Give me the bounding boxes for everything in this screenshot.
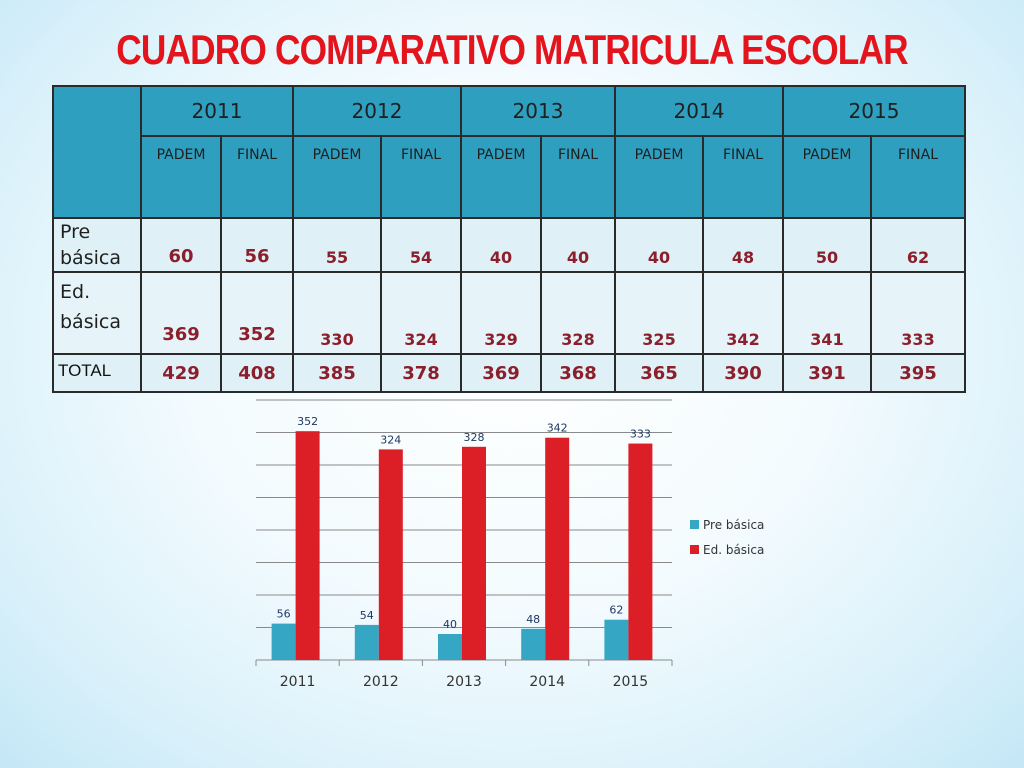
bar-ed-basica xyxy=(462,446,486,660)
row-label-line: Ed. xyxy=(60,281,91,303)
year-header: 2011 xyxy=(140,85,294,137)
enrollment-table: 2011 2012 2013 2014 2015 PADEM FINAL PAD… xyxy=(52,85,966,393)
subheader: FINAL xyxy=(540,135,616,219)
table-cell: 368 xyxy=(540,353,616,393)
row-label-line: básica xyxy=(60,311,121,333)
year-header: 2012 xyxy=(292,85,462,137)
legend-label: Ed. básica xyxy=(703,543,764,557)
table-cell: 378 xyxy=(380,353,462,393)
data-label: 352 xyxy=(297,415,318,428)
table-cell: 395 xyxy=(870,353,966,393)
table-cell: 325 xyxy=(614,271,704,355)
bar-pre-basica xyxy=(521,628,546,660)
row-label-line: básica xyxy=(60,247,121,269)
table-cell: 429 xyxy=(140,353,222,393)
bar-pre-basica xyxy=(438,634,462,660)
table-cell: 40 xyxy=(460,217,542,273)
data-label: 333 xyxy=(630,428,651,441)
data-label: 328 xyxy=(464,431,485,444)
table-cell: 324 xyxy=(380,271,462,355)
bar-pre-basica xyxy=(354,624,379,660)
row-label-total: TOTAL xyxy=(52,353,142,393)
row-label-line: Pre xyxy=(60,221,91,243)
table-cell: 365 xyxy=(614,353,704,393)
data-label: 324 xyxy=(380,433,401,446)
table-cell: 56 xyxy=(220,217,294,273)
legend-label: Pre básica xyxy=(703,518,764,532)
subheader: FINAL xyxy=(220,135,294,219)
table-cell: 342 xyxy=(702,271,784,355)
table-cell: 369 xyxy=(460,353,542,393)
year-header: 2013 xyxy=(460,85,616,137)
table-cell: 40 xyxy=(614,217,704,273)
x-tick-label: 2015 xyxy=(613,674,649,690)
table-cell: 341 xyxy=(782,271,872,355)
x-tick-label: 2012 xyxy=(363,674,399,690)
row-label-pre-basica: Pre básica xyxy=(52,217,142,273)
year-header: 2014 xyxy=(614,85,784,137)
table-cell: 390 xyxy=(702,353,784,393)
x-tick-label: 2014 xyxy=(529,674,565,690)
page-title: CUADRO COMPARATIVO MATRICULA ESCOLAR xyxy=(116,26,908,73)
table-cell: 40 xyxy=(540,217,616,273)
row-label-ed-basica: Ed. básica xyxy=(52,271,142,355)
x-tick-label: 2011 xyxy=(280,674,316,690)
data-label: 62 xyxy=(609,604,623,617)
table-cell: 48 xyxy=(702,217,784,273)
bar-pre-basica xyxy=(604,619,629,660)
bar-ed-basica xyxy=(545,437,570,660)
table-cell: 55 xyxy=(292,217,382,273)
bar-ed-basica xyxy=(295,431,320,660)
table-cell: 330 xyxy=(292,271,382,355)
subheader: PADEM xyxy=(460,135,542,219)
subheader: FINAL xyxy=(870,135,966,219)
legend-swatch xyxy=(690,520,699,529)
table-cell: 391 xyxy=(782,353,872,393)
x-tick-label: 2013 xyxy=(446,674,482,690)
bar-pre-basica xyxy=(271,623,296,660)
subheader: PADEM xyxy=(292,135,382,219)
table-corner xyxy=(52,85,142,219)
table-cell: 333 xyxy=(870,271,966,355)
subheader: FINAL xyxy=(380,135,462,219)
bar-ed-basica xyxy=(628,443,653,660)
table-cell: 385 xyxy=(292,353,382,393)
subheader: PADEM xyxy=(140,135,222,219)
data-label: 54 xyxy=(360,609,374,622)
data-label: 40 xyxy=(443,618,457,631)
subheader: PADEM xyxy=(614,135,704,219)
table-cell: 329 xyxy=(460,271,542,355)
table-cell: 408 xyxy=(220,353,294,393)
data-label: 56 xyxy=(277,608,291,621)
table-cell: 50 xyxy=(782,217,872,273)
table-cell: 62 xyxy=(870,217,966,273)
table-cell: 60 xyxy=(140,217,222,273)
table-cell: 54 xyxy=(380,217,462,273)
data-label: 48 xyxy=(526,613,540,626)
subheader: PADEM xyxy=(782,135,872,219)
subheader: FINAL xyxy=(702,135,784,219)
bar-ed-basica xyxy=(378,449,403,660)
table-cell: 369 xyxy=(140,271,222,355)
table-cell: 352 xyxy=(220,271,294,355)
data-label: 342 xyxy=(547,422,568,435)
table-cell: 328 xyxy=(540,271,616,355)
year-header: 2015 xyxy=(782,85,966,137)
legend-swatch xyxy=(690,545,699,554)
